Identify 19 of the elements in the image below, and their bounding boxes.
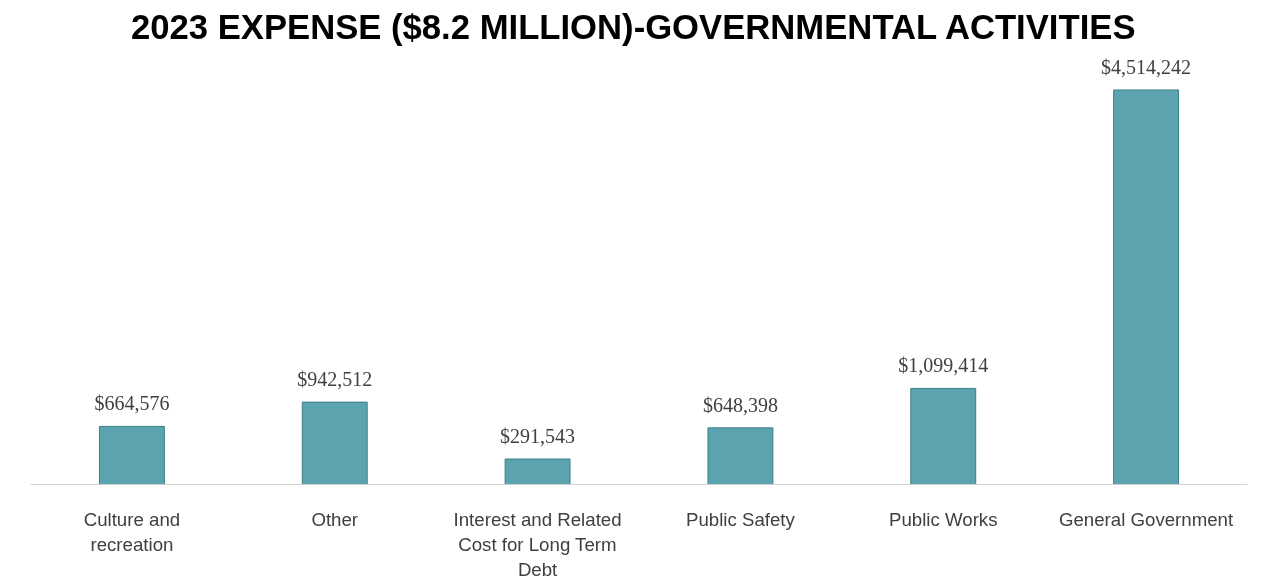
bar [98,425,165,485]
data-label: $291,543 [500,425,576,448]
chart-title: 2023 EXPENSE ($8.2 MILLION)-GOVERNMENTAL ACTIVITIES [130,7,1136,46]
bar [301,401,368,485]
bar [1113,89,1180,485]
bar [504,458,571,485]
x-tick-label: Public Safety [685,508,796,530]
data-label: $648,398 [702,393,778,416]
x-tick-label: Other [311,508,359,530]
x-tick-label: Culture and recreation [83,508,181,555]
bar [910,387,977,485]
data-label: $1,099,414 [898,354,989,377]
data-label: $942,512 [297,368,373,391]
x-tick-label: General Government [1058,508,1235,530]
x-tick-label: Interest and Related Cost for Long Term Debt [453,508,622,580]
x-tick-label: Public Works [888,508,998,530]
data-label: $4,514,242 [1101,55,1192,78]
bar [707,427,774,485]
data-label: $664,576 [94,392,170,415]
